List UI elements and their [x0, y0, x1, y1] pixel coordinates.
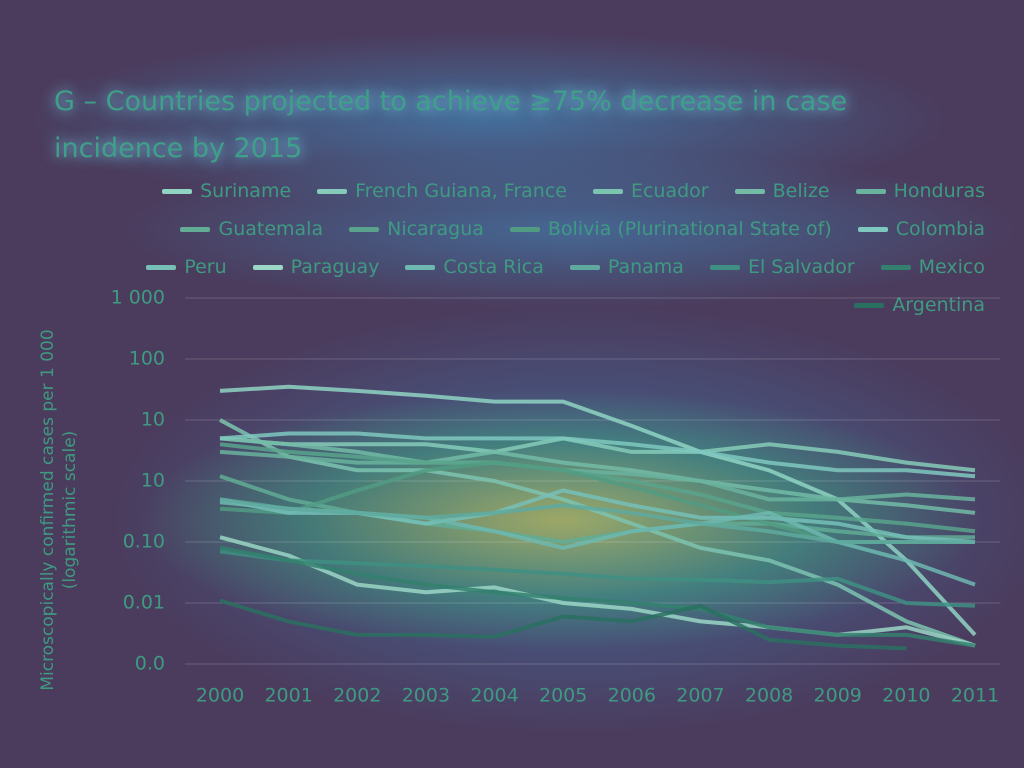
x-tick-label: 2003	[402, 685, 450, 707]
y-axis-label-line: Microscopically confirmed cases per 1 00…	[38, 329, 58, 690]
legend-item: Belize	[734, 176, 830, 206]
legend-swatch	[180, 226, 211, 232]
legend-swatch	[734, 188, 765, 194]
x-tick-label: 2009	[814, 685, 862, 707]
legend-label: El Salvador	[747, 256, 855, 278]
legend-item: Peru	[146, 252, 227, 282]
legend-item: Panama	[569, 252, 684, 282]
series-line	[219, 431, 976, 479]
legend-item: Nicaragua	[349, 214, 484, 244]
legend-item: Argentina	[854, 290, 985, 320]
legend-label: French Guiana, France	[355, 180, 567, 202]
x-tick-label: 2007	[676, 685, 724, 707]
legend-swatch	[857, 226, 888, 232]
legend-item: French Guiana, France	[317, 176, 567, 206]
legend-item: Guatemala	[180, 214, 323, 244]
legend-label: Peru	[184, 256, 227, 278]
legend-swatch	[349, 226, 380, 232]
series-line	[219, 449, 976, 502]
legend-item: Suriname	[162, 176, 291, 206]
series-line	[219, 497, 975, 544]
legend-swatch	[880, 264, 911, 270]
legend-label: Mexico	[918, 256, 985, 278]
legend-label: Honduras	[893, 180, 985, 202]
legend-item: Colombia	[857, 214, 985, 244]
legend-label: Costa Rica	[443, 256, 544, 278]
legend-swatch	[317, 188, 348, 194]
legend-swatch	[162, 188, 193, 194]
legend-swatch	[252, 264, 283, 270]
legend-label: Belize	[772, 180, 830, 202]
x-tick-label: 2000	[196, 685, 244, 707]
legend-label: Nicaragua	[387, 218, 484, 240]
y-tick-label: 0.01	[123, 592, 165, 614]
legend-label: Ecuador	[630, 180, 709, 202]
x-tick-label: 2004	[470, 685, 518, 707]
legend-swatch	[405, 264, 436, 270]
legend-label: Panama	[607, 256, 684, 278]
series-line	[219, 436, 976, 473]
legend-swatch	[855, 188, 886, 194]
legend-swatch	[709, 264, 740, 270]
x-tick-label: 2008	[745, 685, 793, 707]
x-tick-label: 2005	[539, 685, 587, 707]
x-tick-label: 2011	[951, 685, 999, 707]
y-tick-label: 10	[141, 409, 165, 431]
x-tick-label: 2010	[882, 685, 930, 707]
y-tick-label: 0.10	[123, 531, 165, 553]
chart-title: G – Countries projected to achieve ≥75% …	[54, 86, 848, 164]
x-tick-label: 2006	[608, 685, 656, 707]
legend-swatch	[146, 264, 177, 270]
legend-label: Guatemala	[218, 218, 324, 240]
series-line	[219, 384, 977, 637]
x-tick-label: 2001	[264, 685, 312, 707]
legend-swatch	[509, 226, 540, 232]
legend-item: Ecuador	[592, 176, 709, 206]
legend-swatch	[569, 264, 600, 270]
legend-label: Bolivia (Plurinational State of)	[547, 218, 832, 240]
legend-item: Honduras	[855, 176, 985, 206]
y-tick-label: 100	[129, 348, 165, 370]
legend-swatch	[592, 188, 623, 194]
series-line	[219, 545, 976, 648]
legend-item: Mexico	[880, 252, 985, 282]
y-tick-label: 10	[141, 470, 165, 492]
legend-item: Bolivia (Plurinational State of)	[509, 214, 832, 244]
legend-item: Costa Rica	[405, 252, 544, 282]
series-line	[219, 549, 976, 608]
y-axis-label: Microscopically confirmed cases per 1 00…	[38, 329, 80, 690]
legend: Suriname French Guiana, France Ecuador Beli…	[110, 176, 985, 320]
y-tick-label: 0.0	[135, 653, 165, 675]
series-line	[219, 442, 976, 534]
legend-label: Argentina	[892, 294, 985, 316]
x-tick-label: 2002	[333, 685, 381, 707]
legend-label: Paraguay	[290, 256, 380, 278]
series-line	[219, 418, 976, 648]
legend-swatch	[854, 302, 885, 308]
y-axis-label-line: (logarithmic scale)	[60, 431, 80, 590]
legend-item: El Salvador	[709, 252, 855, 282]
legend-item: Paraguay	[252, 252, 380, 282]
legend-label: Colombia	[895, 218, 985, 240]
y-tick-label: 1 000	[111, 287, 165, 309]
legend-label: Suriname	[200, 180, 292, 202]
series-line	[219, 598, 907, 651]
